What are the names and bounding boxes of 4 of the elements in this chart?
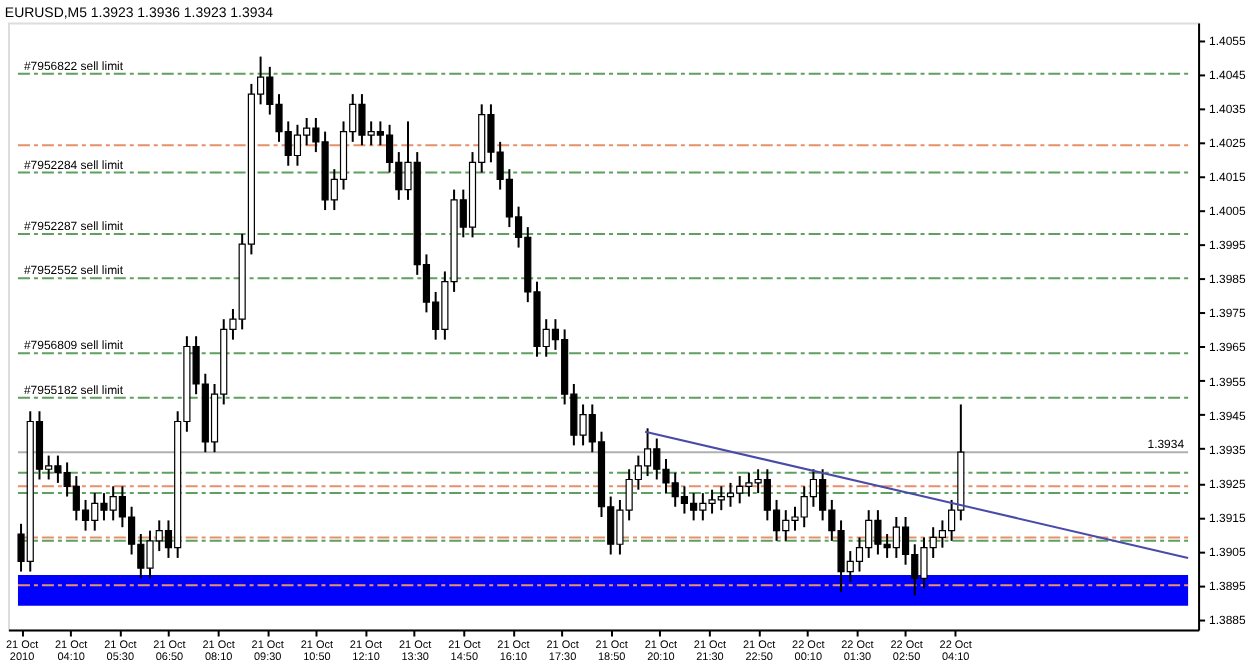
candlestick [726,481,735,508]
candlestick [680,485,689,515]
candlestick [643,427,652,478]
candlestick [293,123,302,167]
